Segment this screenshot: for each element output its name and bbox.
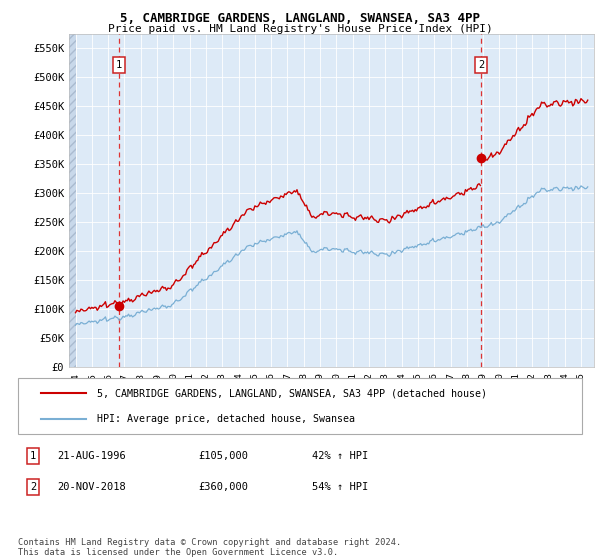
Bar [69, 34, 76, 367]
Text: HPI: Average price, detached house, Swansea: HPI: Average price, detached house, Swan… [97, 414, 355, 424]
Text: 5, CAMBRIDGE GARDENS, LANGLAND, SWANSEA, SA3 4PP (detached house): 5, CAMBRIDGE GARDENS, LANGLAND, SWANSEA,… [97, 388, 487, 398]
Text: 5, CAMBRIDGE GARDENS, LANGLAND, SWANSEA, SA3 4PP: 5, CAMBRIDGE GARDENS, LANGLAND, SWANSEA,… [120, 12, 480, 25]
FancyBboxPatch shape [18, 378, 582, 434]
Text: 1: 1 [116, 60, 122, 70]
Text: 21-AUG-1996: 21-AUG-1996 [57, 451, 126, 461]
Text: £105,000: £105,000 [198, 451, 248, 461]
Text: Price paid vs. HM Land Registry's House Price Index (HPI): Price paid vs. HM Land Registry's House … [107, 24, 493, 34]
Text: 1: 1 [30, 451, 36, 461]
Text: Contains HM Land Registry data © Crown copyright and database right 2024.
This d: Contains HM Land Registry data © Crown c… [18, 538, 401, 557]
Text: 42% ↑ HPI: 42% ↑ HPI [312, 451, 368, 461]
Text: 54% ↑ HPI: 54% ↑ HPI [312, 482, 368, 492]
Text: 20-NOV-2018: 20-NOV-2018 [57, 482, 126, 492]
Text: 2: 2 [30, 482, 36, 492]
Text: 2: 2 [478, 60, 485, 70]
Text: £360,000: £360,000 [198, 482, 248, 492]
